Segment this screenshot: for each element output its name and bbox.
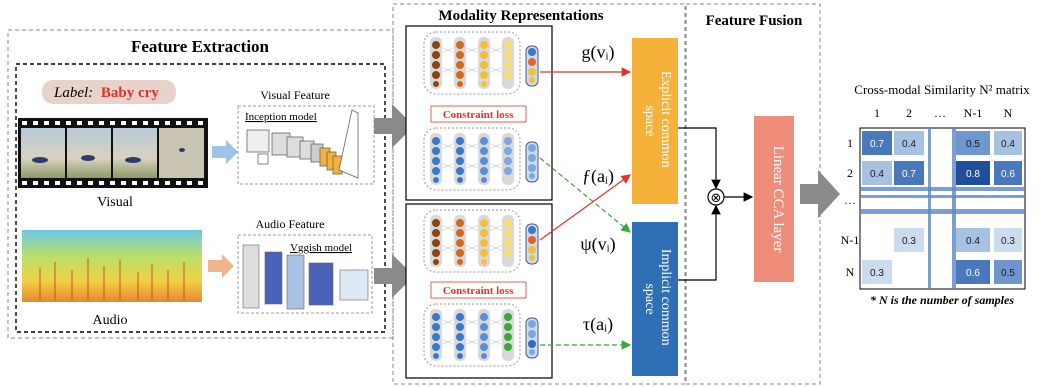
label-prefix: Label: [53, 85, 93, 101]
matrix-cell-value: 0.3 [870, 268, 884, 279]
matrix-col-label: 2 [906, 106, 912, 120]
matrix-cell-value: 0.4 [966, 236, 980, 247]
matrix-cell: 0.5 [956, 131, 990, 155]
vggish-model-box [237, 234, 373, 314]
fusion-title: Feature Fusion [706, 13, 803, 29]
matrix-cell: 0.4 [956, 228, 990, 252]
implicit-line-2: space [642, 283, 657, 314]
audio-to-modality-arrow [374, 254, 414, 298]
matrix-separator [860, 187, 1025, 191]
matrix-cell-value: 0.5 [966, 139, 980, 150]
label-pill [42, 80, 176, 104]
svg-text:Label: Baby cry: Label: Baby cry [53, 85, 159, 101]
matrix-title: Cross-modal Similarity N² matrix [854, 82, 1030, 97]
matrix-row-label: 1 [847, 136, 853, 150]
matrix-cell: 0.8 [956, 161, 990, 185]
matrix-col-label: N-1 [964, 106, 983, 120]
similarity-matrix: Cross-modal Similarity N² matrix 1 2 … N-1 N… [841, 82, 1031, 307]
implicit-common-space-label: Implicit common space [642, 249, 673, 349]
f-a-label: ƒ(aᵢ) [582, 166, 614, 187]
matrix-cell-value: 0.7 [902, 169, 916, 180]
visual-caption: Visual [97, 195, 133, 210]
audio-spectrogram [22, 230, 202, 302]
visual-input-arrow [212, 140, 238, 164]
explicit-line-1: Explicit common [658, 71, 673, 168]
modality-panel: Modality Representations Constraint loss [392, 3, 686, 385]
matrix-cell: 0.3 [994, 228, 1022, 252]
constraint-loss-top: Constraint loss [443, 109, 514, 121]
f-arrow [539, 157, 631, 233]
constraint-loss-bottom: Constraint loss [443, 285, 514, 297]
video-filmstrip [18, 118, 208, 188]
matrix-cell: 0.3 [862, 260, 892, 284]
cca-label: Linear CCA layer [770, 146, 786, 253]
psi-v-label: ψ(vᵢ) [580, 234, 615, 255]
audio-feature-label: Audio Feature [256, 217, 325, 231]
modality-title: Modality Representations [438, 8, 603, 24]
matrix-col-label: … [934, 106, 946, 120]
visual-feature-label: Visual Feature [260, 88, 330, 102]
linear-cca-layer-box [754, 116, 794, 282]
label-value: Baby cry [101, 85, 159, 101]
psi-arrow [539, 174, 631, 241]
explicit-to-fusion-line [678, 127, 721, 190]
audio-caption: Audio [93, 313, 128, 328]
matrix-cell: 0.4 [894, 131, 924, 155]
tau-a-label: τ(aᵢ) [583, 314, 613, 335]
feature-extraction-title: Feature Extraction [131, 37, 270, 56]
matrix-row-label: N-1 [841, 233, 860, 247]
feature-extraction-panel: Feature Extraction Label: Baby cry Visua… [7, 29, 414, 339]
matrix-row-label: N [846, 265, 855, 279]
matrix-cell-value: 0.6 [966, 268, 980, 279]
matrix-cell-value: 0.4 [1001, 139, 1015, 150]
matrix-separator [952, 128, 956, 289]
matrix-separator [860, 195, 1025, 198]
explicit-common-space-label: Explicit common space [642, 71, 673, 171]
matrix-cell: 0.6 [994, 161, 1022, 185]
audio-network-top [423, 127, 539, 191]
matrix-cell-value: 0.4 [902, 139, 916, 150]
implicit-line-1: Implicit common [658, 249, 673, 346]
inception-layers [246, 109, 359, 179]
matrix-col-label: N [1004, 106, 1013, 120]
matrix-cell-value: 0.7 [870, 139, 884, 150]
matrix-cell: 0.5 [994, 260, 1022, 284]
visual-network-bottom [423, 209, 539, 273]
matrix-cell: 0.4 [994, 131, 1022, 155]
matrix-cell: 0.4 [862, 161, 892, 185]
matrix-cell: 0.6 [956, 260, 990, 284]
cca-to-matrix-arrow [800, 170, 840, 218]
g-v-label: g(vᵢ) [582, 42, 615, 63]
implicit-common-space-box [632, 222, 678, 376]
otimes-symbol: ⊗ [711, 190, 722, 205]
matrix-separator [928, 128, 931, 289]
matrix-cell-value: 0.3 [902, 236, 916, 247]
matrix-cell-value: 0.3 [1001, 236, 1015, 247]
explicit-line-2: space [642, 105, 657, 136]
visual-to-modality-arrow [374, 104, 414, 148]
matrix-col-label: 1 [874, 106, 880, 120]
matrix-separator [860, 209, 1025, 214]
matrix-note: * N is the number of samples [870, 293, 1014, 307]
feature-fusion-panel: Feature Fusion ⊗ Linear CCA layer [678, 3, 840, 385]
implicit-to-fusion-line [678, 204, 721, 281]
matrix-cell-value: 0.6 [1001, 169, 1015, 180]
matrix-row-label: 2 [847, 166, 853, 180]
matrix-cell-value: 0.4 [870, 169, 884, 180]
audio-input-arrow [208, 254, 234, 278]
audio-network-bottom [423, 303, 539, 367]
matrix-cell: 0.7 [862, 131, 892, 155]
inception-model-label: Inception model [245, 111, 317, 123]
matrix-row-label: … [844, 193, 856, 207]
vggish-model-label: Vggish model [290, 242, 352, 254]
matrix-cell: 0.3 [894, 228, 924, 252]
explicit-common-space-box [632, 38, 678, 204]
matrix-cell-value: 0.8 [966, 169, 980, 180]
matrix-cell-value: 0.5 [1001, 268, 1015, 279]
matrix-cell: 0.7 [894, 161, 924, 185]
vggish-layers [242, 244, 369, 310]
visual-network-top [423, 31, 539, 95]
inception-model-box [237, 105, 375, 185]
